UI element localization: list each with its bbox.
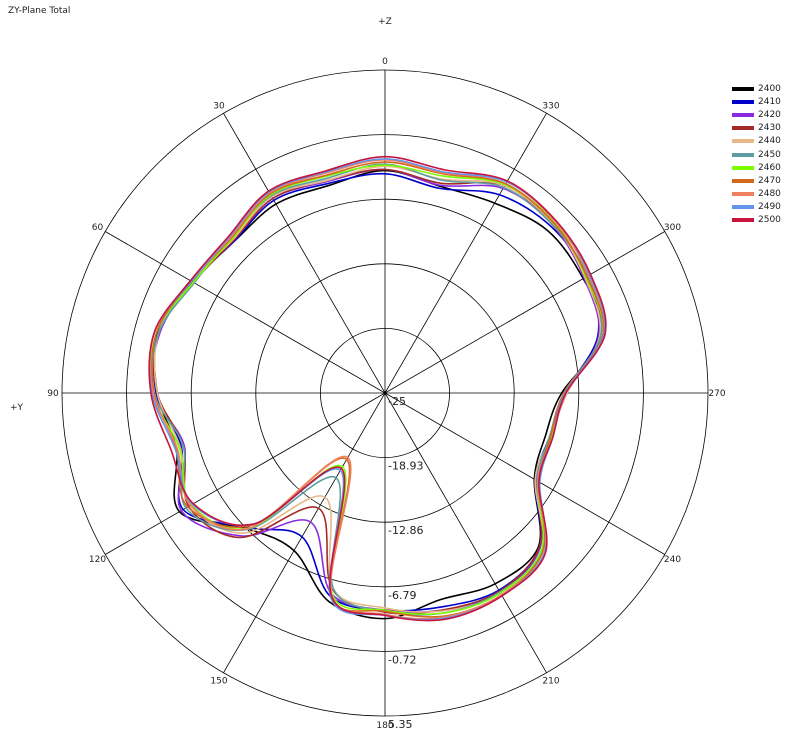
- legend-label: 2450: [758, 149, 781, 160]
- legend-label: 2480: [758, 189, 781, 200]
- legend-item-2500: 2500: [732, 214, 781, 227]
- grid-spoke: [105, 392, 386, 555]
- series-line-2440: [153, 165, 602, 613]
- grid-spoke: [384, 392, 547, 673]
- legend: 2400 2410 2420 2430 2440 2450 2460 2470 2480 2490…: [732, 82, 781, 227]
- legend-label: 2490: [758, 202, 781, 213]
- angle-tick-label: 150: [210, 677, 227, 687]
- grid-spoke: [223, 113, 386, 394]
- legend-item-2450: 2450: [732, 148, 781, 161]
- legend-item-2470: 2470: [732, 174, 781, 187]
- legend-item-2430: 2430: [732, 122, 781, 135]
- legend-item-2410: 2410: [732, 95, 781, 108]
- legend-item-2400: 2400: [732, 82, 781, 95]
- radial-tick-label: -12.86: [388, 524, 423, 537]
- radial-tick-label: -0.72: [388, 653, 416, 666]
- angle-tick-label: 60: [92, 223, 104, 233]
- grid-spoke: [384, 392, 665, 555]
- legend-item-2480: 2480: [732, 188, 781, 201]
- legend-label: 2430: [758, 123, 781, 134]
- axis-label-top: +Z: [378, 17, 392, 27]
- legend-item-2440: 2440: [732, 135, 781, 148]
- chart-title: ZY-Plane Total: [8, 6, 71, 16]
- series-line-2460: [149, 164, 605, 616]
- legend-swatch: [732, 192, 754, 197]
- legend-label: 2500: [758, 215, 781, 226]
- angle-tick-label: 270: [708, 389, 725, 399]
- legend-swatch: [732, 178, 754, 183]
- angle-tick-label: 180: [376, 721, 393, 729]
- angle-tick-label: 30: [213, 102, 225, 112]
- radial-tick-label: -25: [388, 395, 406, 408]
- angle-tick-label: 90: [47, 389, 59, 399]
- series-line-2410: [152, 172, 600, 612]
- angle-tick-label: 120: [89, 555, 106, 565]
- radial-tick-label: -6.79: [388, 589, 416, 602]
- grid-spoke: [105, 231, 386, 394]
- legend-swatch: [732, 139, 754, 144]
- series-line-2450: [151, 163, 603, 616]
- legend-swatch: [732, 86, 754, 91]
- legend-item-2420: 2420: [732, 108, 781, 121]
- legend-swatch: [732, 205, 754, 210]
- legend-label: 2460: [758, 162, 781, 173]
- axis-label-left: +Y: [10, 403, 24, 413]
- legend-swatch: [732, 152, 754, 157]
- legend-label: 2410: [758, 96, 781, 107]
- angle-tick-label: 300: [664, 223, 681, 233]
- legend-label: 2470: [758, 175, 781, 186]
- legend-swatch: [732, 99, 754, 104]
- legend-label: 2400: [758, 83, 781, 94]
- legend-swatch: [732, 112, 754, 117]
- legend-item-2490: 2490: [732, 201, 781, 214]
- series-line-2470: [151, 161, 605, 618]
- grid-spoke: [384, 113, 547, 394]
- legend-swatch: [732, 165, 754, 170]
- series-line-2500: [148, 155, 607, 622]
- series-line-2430: [152, 168, 603, 615]
- angle-tick-label: 240: [664, 555, 681, 565]
- legend-swatch: [732, 218, 754, 223]
- radial-tick-label: 5.35: [388, 718, 413, 729]
- angle-tick-label: 0: [382, 57, 388, 67]
- radial-tick-label: -18.93: [388, 460, 423, 473]
- series-line-2420: [151, 168, 601, 613]
- grid-spoke: [223, 392, 386, 673]
- angle-tick-label: 330: [542, 102, 559, 112]
- legend-label: 2420: [758, 109, 781, 120]
- legend-item-2460: 2460: [732, 161, 781, 174]
- grid-spoke: [384, 231, 665, 394]
- angle-tick-label: 210: [542, 677, 559, 687]
- legend-swatch: [732, 126, 754, 131]
- legend-label: 2440: [758, 136, 781, 147]
